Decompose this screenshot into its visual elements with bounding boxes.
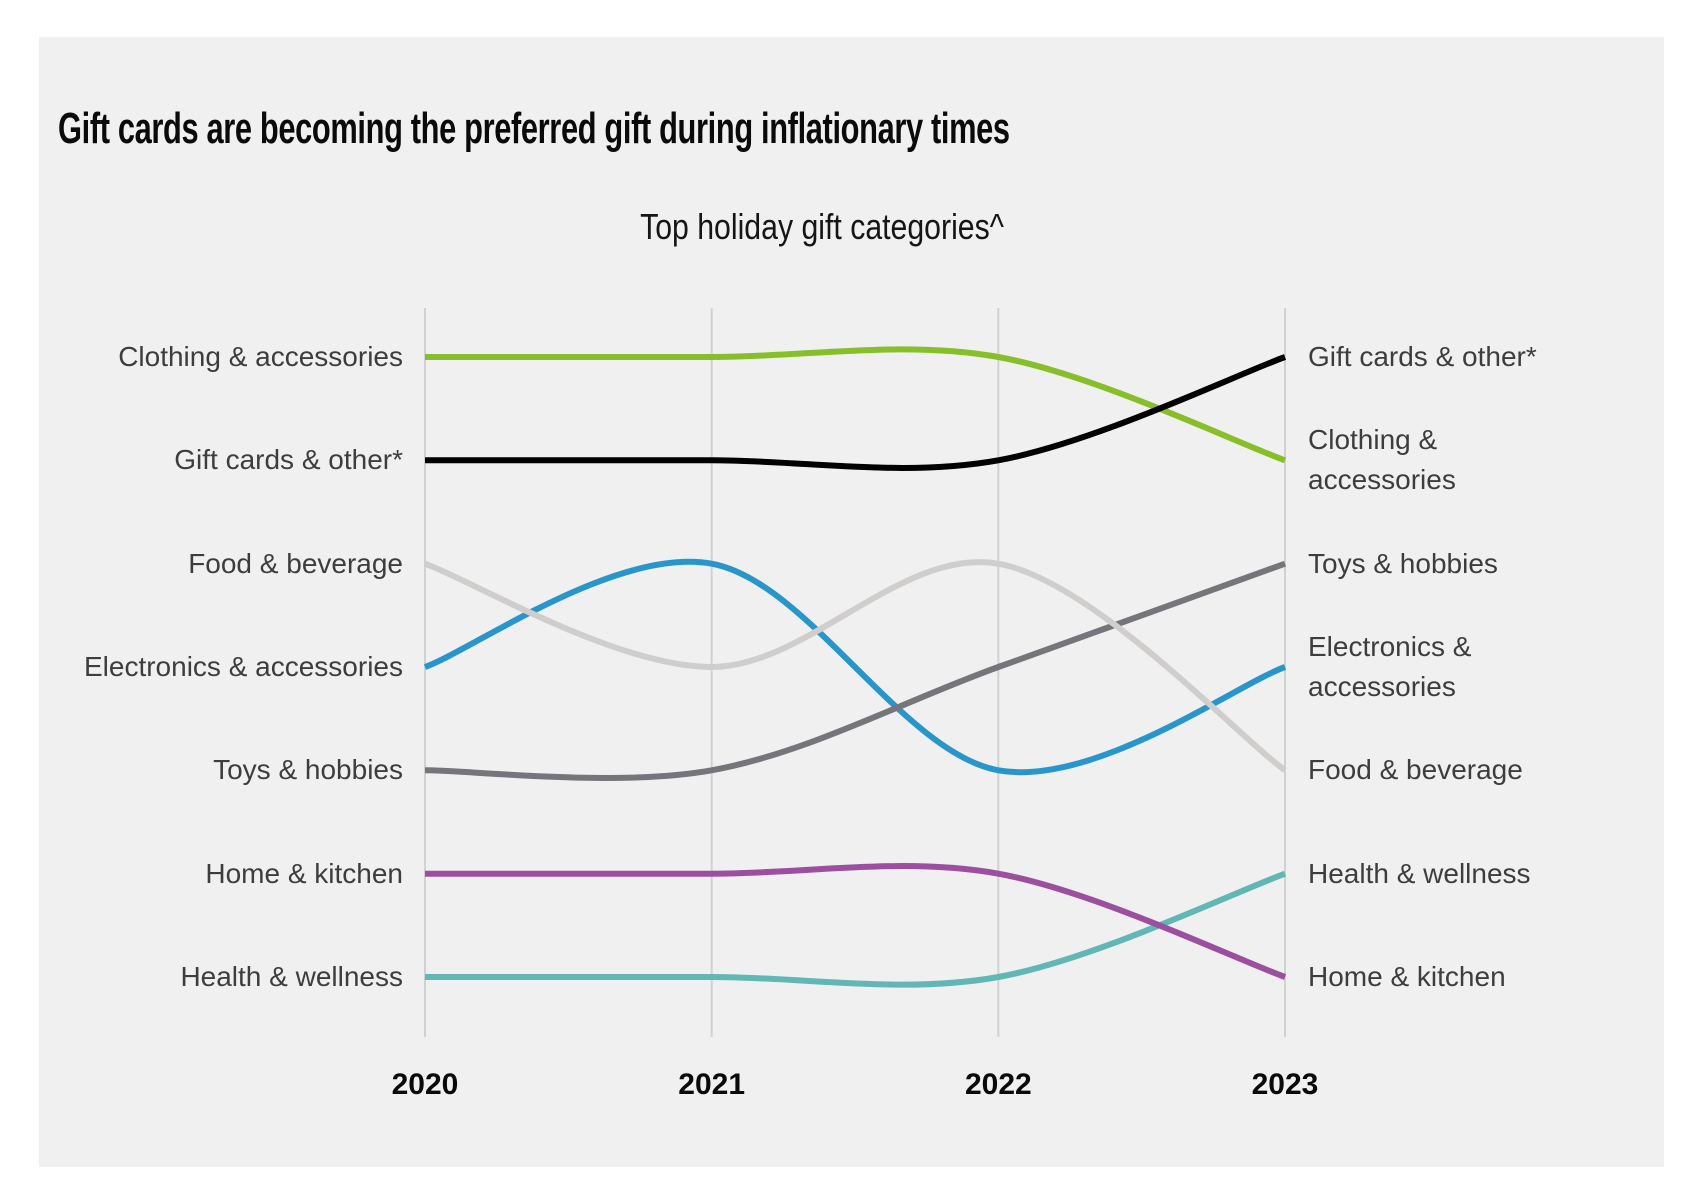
x-tick-2020: 2020 (391, 1068, 459, 1101)
chart-panel (39, 37, 1664, 1167)
label-right-health-wellness: Health & wellness (1308, 857, 1531, 889)
label-right-food-beverage: Food & beverage (1308, 754, 1523, 786)
label-right-toys-hobbies: Toys & hobbies (1308, 547, 1498, 579)
label-left-food-beverage: Food & beverage (188, 547, 403, 579)
label-left-home-kitchen: Home & kitchen (205, 857, 403, 889)
label-right-clothing-accessories: Clothing & accessories (1308, 424, 1456, 496)
line-toys-hobbies (424, 560, 1287, 781)
line-electronics-accessories (423, 558, 1287, 776)
line-home-kitchen (425, 863, 1287, 980)
line-food-beverage (423, 559, 1287, 773)
label-right-gift-cards-other: Gift cards & other* (1308, 341, 1537, 372)
x-tick-2023: 2023 (1251, 1068, 1319, 1101)
label-left-clothing-accessories: Clothing & accessories (118, 341, 403, 372)
label-right-home-kitchen: Home & kitchen (1308, 960, 1506, 992)
label-left-electronics-accessories: Electronics & accessories (83, 650, 403, 682)
x-tick-2022: 2022 (964, 1068, 1032, 1101)
label-left-health-wellness: Health & wellness (180, 960, 403, 992)
chart-subtitle: Top holiday gift categories^ (640, 206, 1004, 247)
x-tick-2021: 2021 (678, 1068, 746, 1101)
page-title: Gift cards are becoming the preferred gi… (58, 104, 1010, 154)
label-left-toys-hobbies: Toys & hobbies (213, 754, 403, 786)
label-left-gift-cards-other: Gift cards & other* (174, 444, 403, 476)
label-right-electronics-accessories: Electronics & accessories (1308, 630, 1472, 702)
line-clothing-accessories (425, 346, 1287, 464)
line-gift-cards-other (424, 354, 1287, 471)
line-health-wellness (425, 870, 1287, 988)
